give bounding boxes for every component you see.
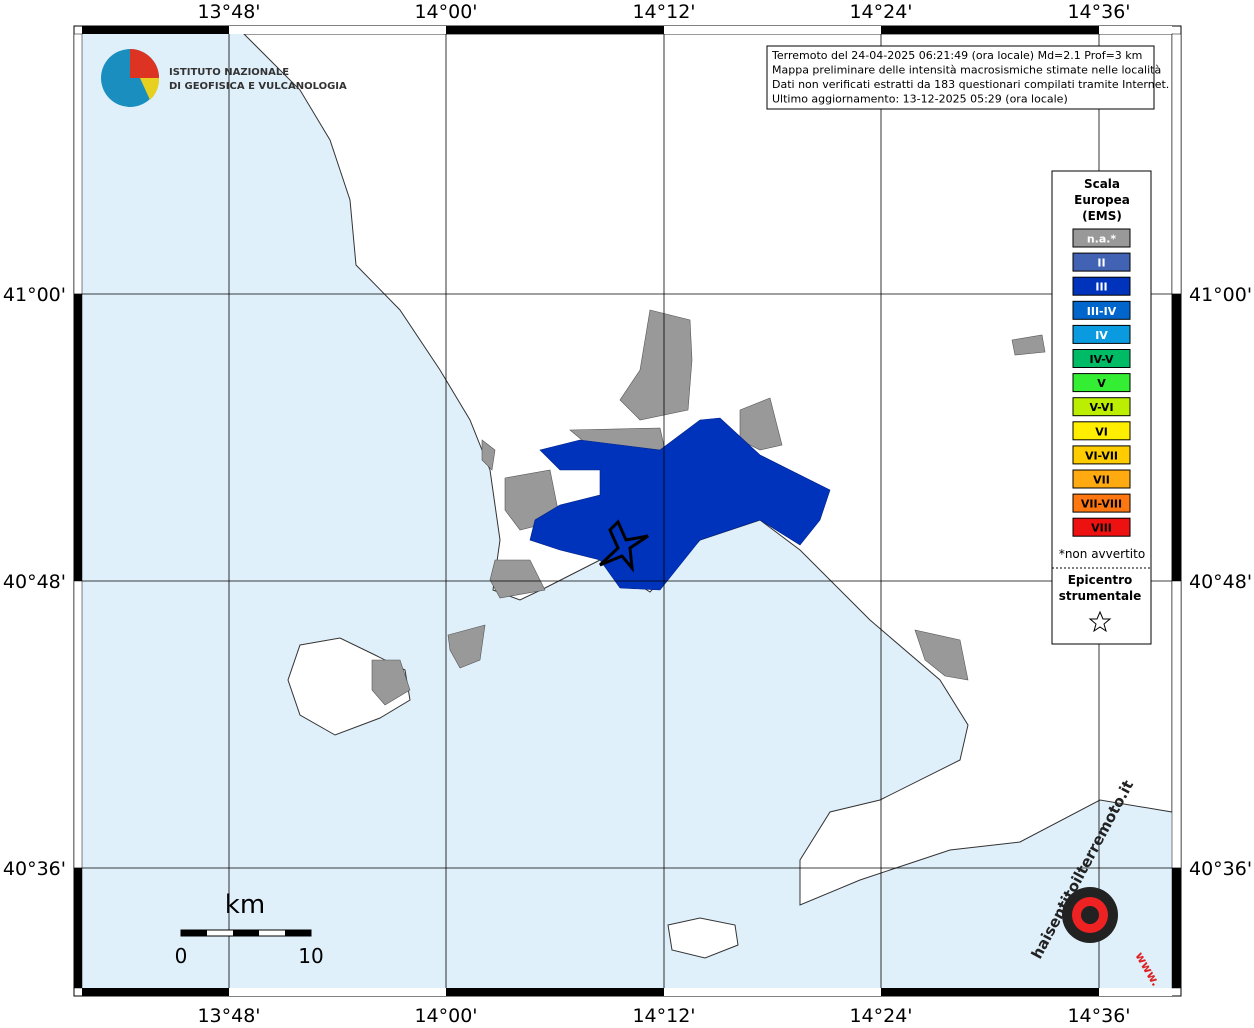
logo-segment xyxy=(130,49,159,78)
legend-label: III xyxy=(1095,281,1107,294)
longitude-label: 13°48' xyxy=(197,1005,260,1024)
legend-swatch xyxy=(1072,421,1131,441)
border-segment xyxy=(73,580,83,869)
legend-swatch xyxy=(1072,300,1131,320)
border-segment xyxy=(1171,33,1182,295)
latitude-label: 41°00' xyxy=(1189,284,1252,306)
border-segment xyxy=(1171,867,1182,989)
legend-title: (EMS) xyxy=(1082,209,1122,223)
legend-label: IV-V xyxy=(1089,353,1114,366)
border-segment xyxy=(664,26,881,34)
border-segment xyxy=(1171,293,1182,582)
border-segment xyxy=(1171,580,1182,869)
latitude-label: 40°48' xyxy=(3,571,66,593)
longitude-label: 14°36' xyxy=(1067,1,1130,23)
logo-segment xyxy=(140,78,160,100)
legend-label: VII-VIII xyxy=(1081,498,1122,511)
legend-swatch xyxy=(1072,493,1131,513)
legend-swatch xyxy=(1072,469,1131,489)
legend-label: n.a.* xyxy=(1087,233,1117,246)
border-segment xyxy=(73,33,83,295)
latitude-label: 41°00' xyxy=(3,284,66,306)
longitude-label: 14°24' xyxy=(849,1005,912,1024)
frame-border xyxy=(73,26,1182,996)
capri xyxy=(667,917,739,959)
legend-label: V xyxy=(1097,377,1106,390)
legend-note: *non avvertito xyxy=(1059,547,1145,561)
legend-swatch xyxy=(1072,349,1131,368)
info-text: Terremoto del 24-04-2025 06:21:49 (ora l… xyxy=(771,49,1169,106)
logo-text: DI GEOFISICA E VULCANOLOGIA xyxy=(169,81,347,92)
border-segment xyxy=(1099,26,1172,34)
legend-star xyxy=(1088,610,1112,633)
epicenter-star xyxy=(598,519,649,573)
legend-label: VI xyxy=(1095,425,1108,438)
scale-unit: km xyxy=(225,890,265,920)
border-segment xyxy=(881,26,1099,34)
border-segment xyxy=(73,293,83,582)
legend-title: Europea xyxy=(1074,193,1130,207)
scale-bar: km 0 10 xyxy=(175,890,324,968)
longitude-label: 13°48' xyxy=(197,1,260,23)
border-segment xyxy=(1099,988,1172,996)
legend-swatch xyxy=(1072,397,1131,417)
legend-swatch xyxy=(1072,445,1131,465)
info-line: Terremoto del 24-04-2025 06:21:49 (ora l… xyxy=(771,49,1142,62)
longitude-label: 14°00' xyxy=(414,1,477,23)
legend-label: VI-VII xyxy=(1085,449,1118,462)
scale-label: 0 xyxy=(175,944,188,968)
coordinate-labels: 13°48' 13°48' 14°00' 14°00' 14°12' 14°12' 14°2… xyxy=(3,1,1252,1027)
legend-epicenter: strumentale xyxy=(1059,589,1142,603)
scale-label: 10 xyxy=(298,944,323,968)
legend-label: IV xyxy=(1095,329,1108,342)
border-segment xyxy=(446,988,664,996)
latitude-label: 40°36' xyxy=(1189,858,1252,880)
legend-swatch xyxy=(1072,228,1131,248)
latitude-label: 40°48' xyxy=(1189,571,1252,593)
border-segment xyxy=(229,26,446,34)
legend-swatch xyxy=(1072,373,1131,393)
longitude-label: 14°00' xyxy=(414,1005,477,1024)
legend-label: VIII xyxy=(1091,522,1112,535)
border-segment xyxy=(229,988,446,996)
longitude-label: 14°12' xyxy=(632,1005,695,1024)
info-box xyxy=(766,45,1155,110)
legend-title: Scala xyxy=(1084,177,1120,191)
intensity-iii-area xyxy=(529,417,831,591)
scale-bar-segment xyxy=(285,930,311,936)
logo: ISTITUTO NAZIONALE DI GEOFISICA E VULCAN… xyxy=(101,49,347,107)
info-line: Dati non verificati estratti da 183 ques… xyxy=(772,78,1169,91)
border-segment xyxy=(446,26,664,34)
info-line: Ultimo aggiornamento: 13-12-2025 05:29 (… xyxy=(772,93,1068,106)
scale-bar-segment xyxy=(233,930,259,936)
legend-epicenter: Epicentro xyxy=(1068,573,1133,587)
border-segment xyxy=(73,867,83,989)
logo-text: ISTITUTO NAZIONALE xyxy=(169,67,289,78)
legend-label: VII xyxy=(1093,474,1110,487)
scale-bar-segment xyxy=(181,930,207,936)
legend-swatch xyxy=(1072,324,1131,344)
info-line: Mappa preliminare delle intensità macros… xyxy=(772,64,1161,77)
watermark-icon xyxy=(1081,906,1099,924)
legend-label: II xyxy=(1097,257,1105,270)
border-segment xyxy=(664,988,881,996)
legend-content: ScalaEuropea(EMS)n.a.*IIIIIIII-IVIVIV-VV… xyxy=(1052,177,1151,633)
longitude-label: 14°24' xyxy=(849,1,912,23)
legend-label: III-IV xyxy=(1087,305,1117,318)
longitude-label: 14°12' xyxy=(632,1,695,23)
border-segment xyxy=(881,988,1099,996)
border-segment xyxy=(82,26,229,34)
latitude-label: 40°36' xyxy=(3,858,66,880)
legend-swatch xyxy=(1072,517,1131,537)
longitude-label: 14°36' xyxy=(1067,1005,1130,1024)
legend-swatch xyxy=(1072,276,1131,296)
border-segment xyxy=(82,988,229,996)
legend-swatch xyxy=(1072,252,1131,272)
legend-label: V-VI xyxy=(1089,401,1113,414)
